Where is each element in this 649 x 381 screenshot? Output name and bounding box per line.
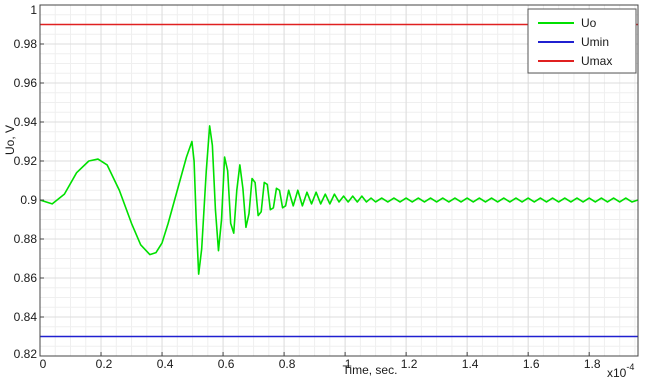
y-tick-label: 0.86: [14, 271, 38, 285]
x-tick-label: 0.4: [157, 357, 174, 371]
y-axis-label: Uo, V: [3, 125, 17, 155]
y-tick-label: 0.9: [20, 193, 37, 207]
x-axis-ticks: 0 0.2 0.4 0.6 0.8 1 1.2 1.4 1.6 1.8: [39, 352, 601, 371]
x-axis-exponent-base: x10: [607, 366, 627, 380]
y-tick-label: 0.88: [14, 232, 38, 246]
legend-label: Uo: [581, 16, 597, 30]
x-tick-label: 1.4: [462, 357, 479, 371]
x-axis-exponent: x10-4: [607, 362, 634, 380]
x-tick-label: 1.2: [401, 357, 418, 371]
y-tick-label: 0.92: [14, 154, 38, 168]
legend-label: Umin: [581, 35, 609, 49]
x-tick-label: 0.6: [218, 357, 235, 371]
x-axis-exponent-power: -4: [626, 362, 634, 372]
y-tick-label: 1: [30, 3, 37, 17]
y-tick-label: 0.82: [14, 347, 38, 361]
y-tick-label: 0.94: [14, 115, 38, 129]
x-tick-label: 0.8: [279, 357, 296, 371]
plot-frame: [39, 4, 639, 357]
y-tick-label: 0.84: [14, 310, 38, 324]
y-tick-label: 0.96: [14, 76, 38, 90]
legend-label: Umax: [581, 54, 612, 68]
y-axis-ticks: 0.82 0.84 0.86 0.88 0.9 0.92 0.94 0.96 0.98 1: [14, 3, 44, 361]
x-axis-label: Time, sec.: [343, 363, 398, 377]
legend: Uo Umin Umax: [527, 8, 637, 74]
y-tick-label: 0.98: [14, 37, 38, 51]
x-tick-label: 0: [40, 357, 47, 371]
x-tick-label: 1: [345, 357, 352, 371]
series-line-uo: [39, 125, 639, 275]
x-tick-label: 1.6: [523, 357, 540, 371]
x-tick-label: 0.2: [96, 357, 113, 371]
x-tick-label: 1.8: [584, 357, 601, 371]
